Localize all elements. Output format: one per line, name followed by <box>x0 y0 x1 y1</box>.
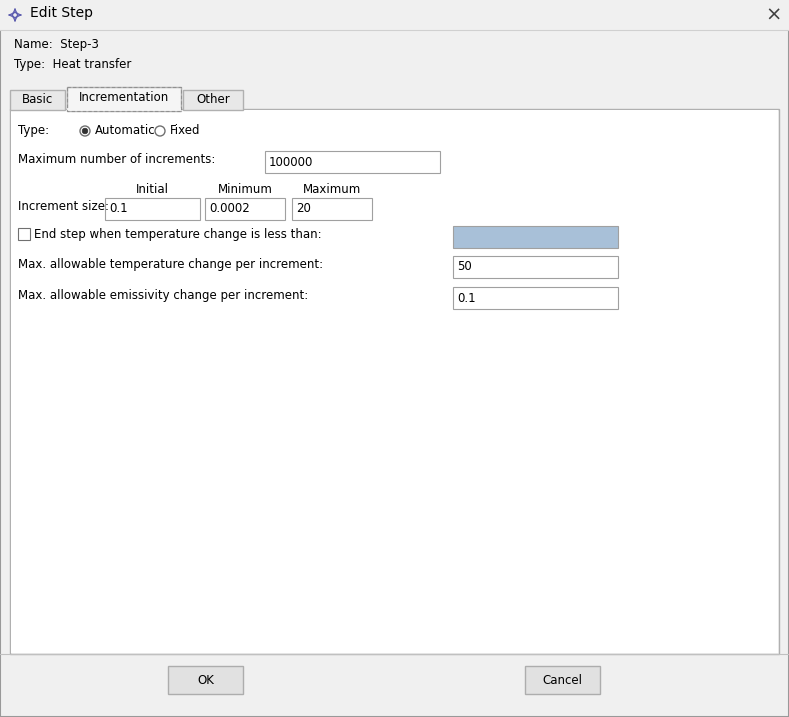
Text: Type:: Type: <box>18 124 49 137</box>
Text: Name:  Step-3: Name: Step-3 <box>14 38 99 51</box>
Text: Maximum: Maximum <box>303 183 361 196</box>
Text: End step when temperature change is less than:: End step when temperature change is less… <box>34 228 322 241</box>
Bar <box>292 198 372 220</box>
Bar <box>105 198 200 220</box>
Text: 0.1: 0.1 <box>109 202 128 216</box>
Text: Minimum: Minimum <box>218 183 272 196</box>
Circle shape <box>155 126 165 136</box>
Text: 100000: 100000 <box>269 156 313 168</box>
Text: Automatic: Automatic <box>95 124 155 137</box>
Text: Incrementation: Incrementation <box>79 91 169 104</box>
Circle shape <box>80 126 90 136</box>
Text: ×: × <box>765 6 781 25</box>
Text: 0.1: 0.1 <box>457 292 476 305</box>
Text: Increment size:: Increment size: <box>18 200 109 213</box>
Text: Other: Other <box>196 93 230 106</box>
Text: 50: 50 <box>457 260 472 273</box>
Text: Maximum number of increments:: Maximum number of increments: <box>18 153 215 166</box>
Bar <box>10 90 65 110</box>
Bar <box>453 256 618 278</box>
Text: Cancel: Cancel <box>543 673 582 686</box>
Text: Max. allowable emissivity change per increment:: Max. allowable emissivity change per inc… <box>18 289 308 302</box>
Bar <box>18 228 30 240</box>
Text: Type:  Heat transfer: Type: Heat transfer <box>14 58 132 71</box>
Bar <box>11 110 778 653</box>
Text: Edit Step: Edit Step <box>30 6 93 20</box>
Text: Max. allowable temperature change per increment:: Max. allowable temperature change per in… <box>18 258 323 271</box>
Text: 0.0002: 0.0002 <box>209 202 250 216</box>
Text: Fixed: Fixed <box>170 124 200 137</box>
Circle shape <box>82 128 88 134</box>
Bar <box>453 226 618 248</box>
Bar <box>67 87 181 111</box>
Bar <box>0 0 789 30</box>
Text: Initial: Initial <box>136 183 169 196</box>
Bar <box>205 198 285 220</box>
Bar <box>183 90 243 110</box>
Bar <box>525 666 600 694</box>
Text: Basic: Basic <box>22 93 53 106</box>
Text: OK: OK <box>197 673 214 686</box>
Bar <box>265 151 440 173</box>
Bar <box>168 666 243 694</box>
Bar <box>67 87 181 111</box>
Text: 20: 20 <box>296 202 311 216</box>
Bar <box>10 109 779 654</box>
Bar <box>453 287 618 309</box>
